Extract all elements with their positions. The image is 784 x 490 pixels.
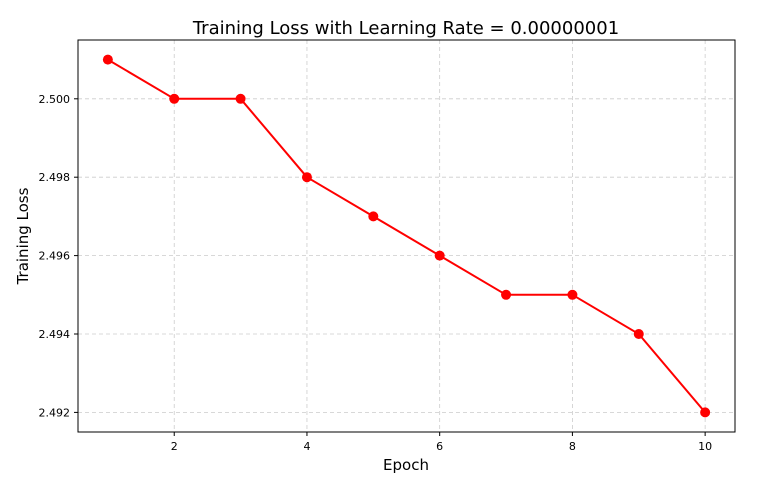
series-line-group — [102, 54, 711, 418]
y-axis-label: Training Loss — [14, 187, 32, 285]
data-point — [434, 250, 445, 261]
data-point — [169, 93, 180, 104]
data-point — [102, 54, 113, 65]
x-tick-label: 10 — [698, 440, 712, 453]
y-tick-label: 2.496 — [39, 250, 71, 263]
axis-ticks: 2 4 6 8 10 2.492 2.494 2.496 2.498 2.500 — [39, 93, 713, 453]
chart-title: Training Loss with Learning Rate = 0.000… — [192, 18, 619, 39]
data-point — [301, 172, 312, 183]
y-tick-label: 2.500 — [39, 93, 71, 106]
data-point — [700, 407, 711, 418]
x-tick-label: 4 — [303, 440, 310, 453]
data-point — [567, 289, 578, 300]
x-tick-label: 2 — [171, 440, 178, 453]
x-tick-label: 6 — [436, 440, 443, 453]
x-axis-label: Epoch — [383, 456, 429, 474]
series-line — [107, 58, 706, 414]
y-tick-label: 2.498 — [39, 171, 71, 184]
grid-lines — [78, 40, 735, 432]
x-tick-label: 8 — [569, 440, 576, 453]
plot-area-border — [77, 39, 736, 433]
data-point — [501, 289, 512, 300]
data-point — [235, 93, 246, 104]
y-tick-label: 2.492 — [39, 406, 71, 419]
y-tick-label: 2.494 — [39, 328, 71, 341]
data-point — [633, 329, 644, 339]
data-point — [368, 211, 379, 222]
